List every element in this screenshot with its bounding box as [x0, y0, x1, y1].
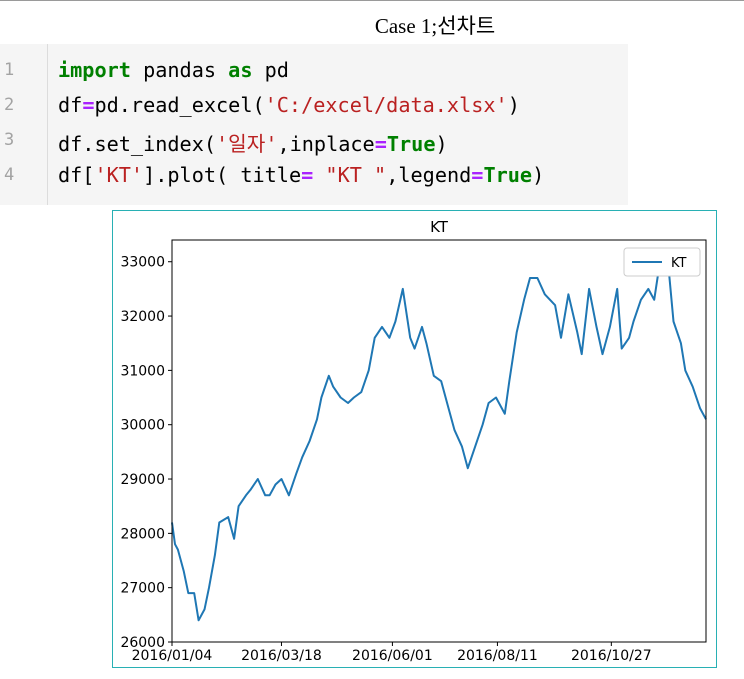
code-token: ) [532, 163, 545, 187]
code-line: import pandas as pd [58, 58, 289, 82]
x-tick-label: 2016/08/11 [457, 648, 538, 664]
code-token: import [58, 58, 131, 82]
y-tick-label: 33000 [120, 255, 165, 271]
top-rule [0, 0, 744, 1]
code-token: "KT " [325, 163, 387, 187]
y-tick-label: 28000 [120, 526, 165, 542]
code-token: pd [252, 58, 289, 82]
code-token: True [483, 163, 533, 187]
code-token: 'KT' [94, 163, 144, 187]
code-token: df [58, 93, 83, 117]
code-token: ) [507, 93, 520, 117]
series-line-kt [171, 249, 707, 622]
code-token: = [471, 163, 484, 187]
code-token: df[ [58, 163, 95, 187]
code-line: df=pd.read_excel('C:/excel/data.xlsx') [58, 93, 520, 117]
code-cell[interactable]: 1 2 3 4 import pandas as pd df=pd.read_e… [0, 44, 628, 205]
y-tick-label: 32000 [120, 309, 165, 325]
code-token: as [228, 58, 253, 82]
line-number: 2 [4, 95, 15, 115]
code-token: pandas [130, 58, 229, 82]
code-line: df.set_index('일자',inplace=True) [58, 128, 448, 157]
y-tick-label: 29000 [120, 472, 165, 488]
code-token: ,legend [386, 163, 472, 187]
legend-label-kt: KT [671, 256, 687, 271]
code-token: ].plot( title [143, 163, 302, 187]
code-token: 'C:/excel/data.xlsx' [264, 93, 508, 117]
line-number: 4 [4, 165, 15, 185]
chart-output: KT 26000 27000 28000 29000 30000 31000 32000 330… [112, 210, 717, 668]
x-tick-label: 2016/06/01 [352, 648, 433, 664]
code-token: df.set_index( [58, 132, 217, 156]
code-token: ,inplace [277, 132, 375, 156]
code-token: = [301, 163, 314, 187]
y-tick-label: 27000 [120, 581, 165, 597]
line-chart: KT 26000 27000 28000 29000 30000 31000 32000 330… [120, 218, 707, 664]
line-number: 1 [4, 60, 15, 80]
code-token: ) [435, 132, 448, 156]
code-token: = [82, 93, 95, 117]
x-tick-label: 2016/03/18 [241, 648, 322, 664]
line-number: 3 [4, 130, 15, 150]
chart-title: KT [430, 218, 449, 236]
code-token: '일자' [216, 132, 278, 156]
x-tick-label: 2016/01/04 [132, 648, 213, 664]
plot-area-frame [171, 239, 707, 643]
code-line: df['KT'].plot( title= "KT ",legend=True) [58, 163, 544, 187]
y-tick-label: 31000 [120, 363, 165, 379]
y-tick-label: 30000 [120, 418, 165, 434]
page-title: Case 1;선차트 [374, 14, 496, 38]
x-tick-label: 2016/10/27 [571, 648, 652, 664]
code-token [313, 163, 325, 187]
code-token: pd.read_excel( [94, 93, 265, 117]
y-tick-label: 26000 [120, 635, 165, 651]
code-token: True [386, 132, 436, 156]
code-token: = [374, 132, 387, 156]
line-number-gutter: 1 2 3 4 [0, 44, 48, 205]
